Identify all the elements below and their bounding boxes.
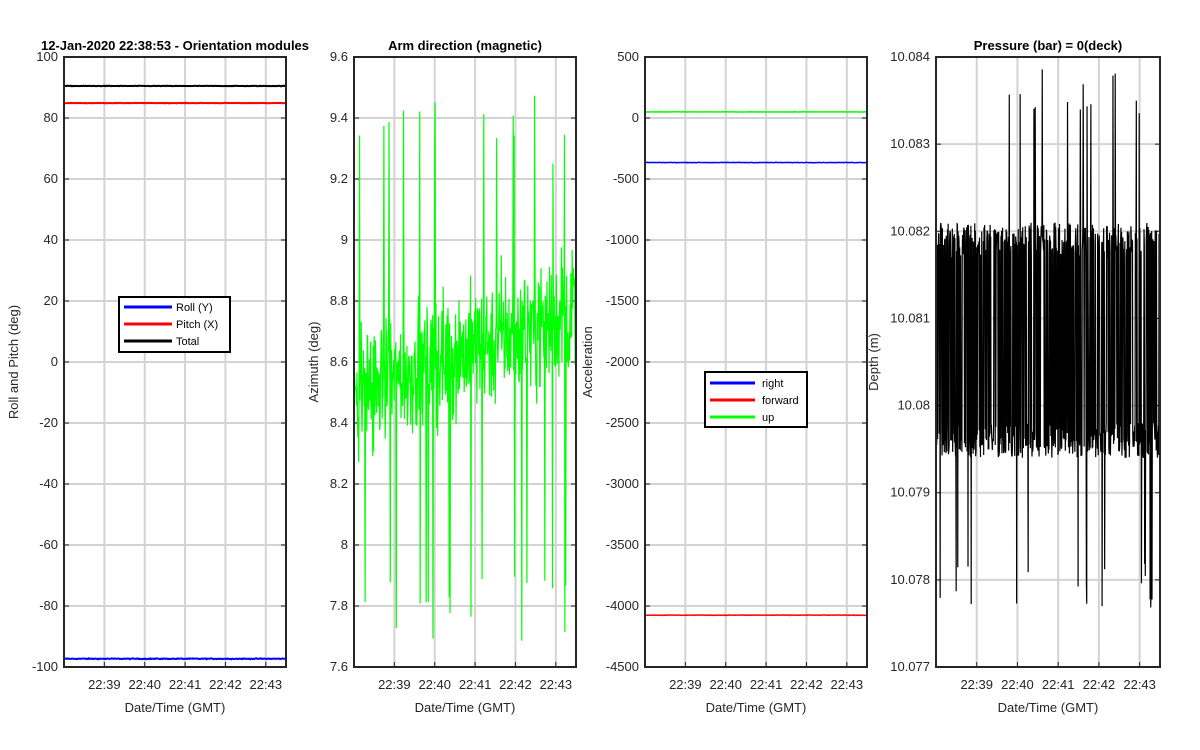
y-tick-label: 0 xyxy=(632,110,639,125)
x-tick-label: 22:39 xyxy=(88,677,121,692)
x-tick-label: 22:41 xyxy=(750,677,783,692)
y-tick-label: 10.082 xyxy=(890,223,930,238)
series-line-0 xyxy=(644,161,868,164)
panel-arm-direction: Arm direction (magnetic) Date/Time (GMT)… xyxy=(306,38,577,715)
legend: right forward up xyxy=(704,371,808,428)
y-tick-label: 10.077 xyxy=(890,659,930,674)
y-tick-label: 100 xyxy=(36,49,58,64)
x-tick-label: 22:40 xyxy=(128,677,161,692)
y-tick-label: 10.08 xyxy=(897,398,930,413)
y-tick-label: 500 xyxy=(617,49,639,64)
x-tick-label: 22:40 xyxy=(1001,677,1034,692)
series-line-0 xyxy=(63,656,287,661)
axes-frame xyxy=(935,56,1161,668)
axes-frame xyxy=(353,56,577,668)
x-tick-label: 22:41 xyxy=(459,677,492,692)
y-tick-label: -100 xyxy=(32,659,58,674)
x-tick-label: 22:39 xyxy=(378,677,411,692)
y-tick-label: -40 xyxy=(39,476,58,491)
legend-label-total: Total xyxy=(176,336,199,348)
y-tick-label: -1000 xyxy=(606,232,639,247)
y-axis-label: Roll and Pitch (deg) xyxy=(6,305,21,419)
legend: Roll (Y) Pitch (X) Total xyxy=(118,296,231,353)
x-tick-label: 22:42 xyxy=(499,677,532,692)
y-tick-label: -80 xyxy=(39,598,58,613)
y-axis-label: Depth (m) xyxy=(866,333,881,391)
y-tick-label: -60 xyxy=(39,537,58,552)
y-tick-label: 9.4 xyxy=(330,110,348,125)
y-tick-label: 8.8 xyxy=(330,293,348,308)
legend-label-forward: forward xyxy=(762,395,799,407)
y-tick-label: 7.6 xyxy=(330,659,348,674)
x-tick-label: 22:39 xyxy=(960,677,993,692)
x-tick-label: 22:42 xyxy=(1083,677,1116,692)
series-line-1 xyxy=(644,613,868,617)
y-tick-label: 7.8 xyxy=(330,598,348,613)
y-tick-label: 10.079 xyxy=(890,485,930,500)
y-tick-label: -20 xyxy=(39,415,58,430)
x-tick-label: 22:43 xyxy=(831,677,864,692)
x-tick-label: 22:39 xyxy=(669,677,702,692)
y-tick-label: 9 xyxy=(341,232,348,247)
series-line-2 xyxy=(644,110,868,113)
panel-acceleration: Date/Time (GMT) Acceleration right forwa… xyxy=(580,49,868,715)
x-tick-label: 22:43 xyxy=(540,677,573,692)
x-tick-label: 22:43 xyxy=(1123,677,1156,692)
y-tick-label: -3000 xyxy=(606,476,639,491)
series-line-0 xyxy=(353,95,577,641)
y-tick-label: 80 xyxy=(44,110,58,125)
x-tick-label: 22:40 xyxy=(418,677,451,692)
y-axis-label: Azimuth (deg) xyxy=(306,322,321,403)
y-tick-label: -4500 xyxy=(606,659,639,674)
x-axis-label: Date/Time (GMT) xyxy=(415,700,516,715)
y-tick-label: -2500 xyxy=(606,415,639,430)
plot-title: Pressure (bar) = 0(deck) xyxy=(974,38,1122,53)
axes-frame xyxy=(63,56,287,668)
x-axis-label: Date/Time (GMT) xyxy=(125,700,226,715)
axes-frame xyxy=(644,56,868,668)
x-tick-label: 22:42 xyxy=(209,677,242,692)
legend-label-pitch: Pitch (X) xyxy=(176,319,218,331)
y-tick-label: 20 xyxy=(44,293,58,308)
y-tick-label: 60 xyxy=(44,171,58,186)
x-tick-label: 22:41 xyxy=(169,677,202,692)
y-tick-label: 10.078 xyxy=(890,572,930,587)
plot-title: 12-Jan-2020 22:38:53 - Orientation modul… xyxy=(41,38,309,53)
panel-orientation: 12-Jan-2020 22:38:53 - Orientation modul… xyxy=(6,38,309,715)
x-axis-label: Date/Time (GMT) xyxy=(706,700,807,715)
series-line-0 xyxy=(935,69,1161,608)
y-tick-label: 8.4 xyxy=(330,415,348,430)
y-tick-label: 40 xyxy=(44,232,58,247)
y-tick-label: -2000 xyxy=(606,354,639,369)
x-tick-label: 22:42 xyxy=(790,677,823,692)
legend-label-right: right xyxy=(762,378,783,390)
legend-label-roll: Roll (Y) xyxy=(176,302,213,314)
y-tick-label: 9.2 xyxy=(330,171,348,186)
y-tick-label: -3500 xyxy=(606,537,639,552)
x-axis-label: Date/Time (GMT) xyxy=(998,700,1099,715)
x-tick-label: 22:40 xyxy=(709,677,742,692)
y-tick-label: -1500 xyxy=(606,293,639,308)
legend-label-up: up xyxy=(762,412,774,424)
y-tick-label: 9.6 xyxy=(330,49,348,64)
y-tick-label: -4000 xyxy=(606,598,639,613)
plot-title: Arm direction (magnetic) xyxy=(388,38,542,53)
x-tick-label: 22:43 xyxy=(250,677,283,692)
x-tick-label: 22:41 xyxy=(1042,677,1075,692)
y-tick-label: 8.2 xyxy=(330,476,348,491)
y-tick-label: -500 xyxy=(613,171,639,186)
y-tick-label: 0 xyxy=(51,354,58,369)
panel-pressure: Pressure (bar) = 0(deck) Date/Time (GMT)… xyxy=(866,38,1161,715)
y-tick-label: 8 xyxy=(341,537,348,552)
series-line-1 xyxy=(63,101,287,105)
y-tick-label: 8.6 xyxy=(330,354,348,369)
y-tick-label: 10.084 xyxy=(890,49,930,64)
y-tick-label: 10.081 xyxy=(890,310,930,325)
y-axis-label: Acceleration xyxy=(580,326,595,398)
series-line-2 xyxy=(63,84,287,88)
y-tick-label: 10.083 xyxy=(890,136,930,151)
